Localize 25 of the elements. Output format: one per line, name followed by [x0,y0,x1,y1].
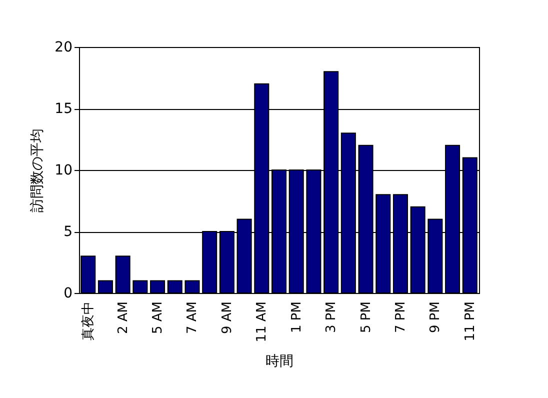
x-axis-title: 時間 [266,353,294,370]
bar [132,280,148,294]
x-tick-label: 3 PM [324,302,340,333]
x-tick-label: 真夜中 [80,302,96,340]
x-tick-label: 5 AM [150,302,166,334]
x-tick-label: 9 PM [428,302,444,333]
bar [150,280,166,294]
x-tick-label: 7 PM [393,302,408,333]
x-tick-label: 5 PM [358,302,374,333]
bar [115,256,130,294]
bar [184,280,200,294]
bar [167,280,182,294]
y-tick-label: 5 [64,224,72,240]
x-tick-label: 11 PM [462,302,478,342]
x-tick-label: 9 AM [220,302,235,334]
x-tick-label: 7 AM [185,302,200,334]
x-tick-label: 11 AM [254,302,270,342]
y-axis-title: 訪問数の平均 [30,128,46,212]
y-tick-label: 20 [54,40,72,56]
x-tick-label: 2 AM [116,302,131,334]
x-tick-label: 1 PM [289,302,304,333]
bar [98,280,113,294]
y-tick-label: 0 [64,286,72,302]
y-tick-label: 10 [54,162,72,178]
y-tick-label: 15 [54,101,72,117]
